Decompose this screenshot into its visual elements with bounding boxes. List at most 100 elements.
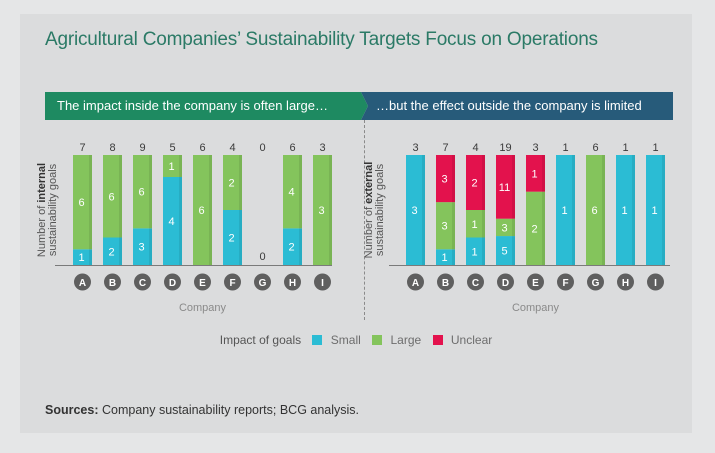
ylabel-line2-external: sustainability goals	[374, 163, 386, 256]
company-badge-external-G	[587, 273, 604, 291]
bar-external-F-small	[556, 155, 575, 265]
chart-card: Agricultural Companies’ Sustainability T…	[20, 14, 692, 433]
bar-shade-external-E-large	[542, 191, 545, 265]
bar-shade-internal-E-large	[209, 155, 212, 265]
ylabel-external: Number of external	[363, 162, 375, 259]
total-label-external-E: 3	[532, 142, 538, 154]
company-label-external-B: B	[442, 278, 449, 289]
company-label-external-D: D	[502, 278, 509, 289]
bar-internal-C-small	[133, 228, 152, 265]
sources-text: Company sustainability reports; BCG anal…	[101, 403, 360, 417]
segment-label-internal-A-small: 1	[78, 252, 84, 264]
total-label-internal-E: 6	[199, 142, 205, 154]
segment-label-external-I-small: 1	[651, 205, 657, 217]
total-label-internal-I: 3	[319, 142, 325, 154]
banner-internal-text: The impact inside the company is often l…	[57, 98, 328, 113]
company-badge-internal-B	[104, 273, 121, 291]
company-badge-internal-G	[254, 273, 271, 291]
segment-label-external-C-unclear: 2	[471, 178, 477, 190]
segment-label-external-C-small: 1	[471, 246, 477, 258]
bar-shade-internal-H-small	[299, 228, 302, 265]
company-label-internal-I: I	[321, 278, 324, 289]
legend-label-unclear: Unclear	[450, 332, 493, 347]
chart-title: Agricultural Companies’ Sustainability T…	[45, 29, 598, 50]
bar-shade-internal-C-large	[149, 155, 152, 229]
company-label-internal-G: G	[259, 278, 267, 289]
company-badge-internal-C	[134, 273, 151, 291]
segment-label-external-F-small: 1	[561, 205, 567, 217]
total-label-external-I: 1	[652, 142, 658, 154]
bar-internal-A-large	[73, 155, 92, 250]
company-badge-internal-A	[74, 273, 91, 291]
bar-shade-internal-B-small	[119, 237, 122, 265]
total-label-internal-H: 6	[289, 142, 295, 154]
bar-shade-external-D-unclear	[512, 155, 515, 219]
bar-shade-internal-D-small	[179, 177, 182, 265]
total-label-internal-G: 0	[259, 142, 265, 154]
sources-note: Sources: Company sustainability reports;…	[45, 403, 359, 417]
sources-label: Sources:	[45, 403, 99, 417]
segment-label-internal-D-large: 1	[168, 161, 174, 173]
bar-external-D-unclear	[496, 155, 515, 219]
segment-label-internal-F-small: 2	[228, 233, 234, 245]
company-label-external-F: F	[562, 278, 568, 289]
company-badge-internal-H	[284, 273, 301, 291]
legend-swatch-unclear	[432, 334, 443, 345]
bar-shade-internal-I-large	[329, 155, 332, 265]
bar-shade-external-F-small	[572, 155, 575, 265]
company-label-internal-D: D	[169, 278, 176, 289]
segment-label-internal-I-large: 3	[318, 205, 324, 217]
segment-label-internal-H-large: 4	[288, 187, 294, 199]
bar-shade-external-B-small	[452, 249, 455, 265]
bar-internal-F-large	[223, 155, 242, 210]
bar-internal-H-small	[283, 228, 302, 265]
bar-shade-external-E-unclear	[542, 155, 545, 192]
legend-swatch-small	[312, 334, 323, 345]
segment-label-external-D-large: 3	[501, 222, 507, 234]
segment-label-internal-H-small: 2	[288, 242, 294, 254]
segment-label-external-H-small: 1	[621, 205, 627, 217]
bar-internal-C-large	[133, 155, 152, 229]
bar-shade-external-A-small	[422, 155, 425, 265]
bar-external-H-small	[616, 155, 635, 265]
company-label-internal-A: A	[79, 278, 86, 289]
legend-label-large: Large	[390, 332, 422, 347]
bar-shade-internal-C-small	[149, 228, 152, 265]
total-label-external-D: 19	[499, 142, 511, 154]
bar-shade-internal-D-large	[179, 155, 182, 177]
segment-label-internal-B-large: 6	[108, 191, 114, 203]
bar-internal-E-large	[193, 155, 212, 265]
bar-shade-internal-F-large	[239, 155, 242, 210]
bar-external-D-small	[496, 236, 515, 265]
total-label-internal-B: 8	[109, 142, 115, 154]
total-label-internal-D: 5	[169, 142, 175, 154]
banner-external-text: …but the effect outside the company is l…	[376, 98, 642, 113]
bar-external-B-large	[436, 202, 455, 250]
bar-internal-H-large	[283, 155, 302, 229]
segment-label-internal-A-large: 6	[78, 197, 84, 209]
total-label-internal-F: 4	[229, 142, 235, 154]
bar-internal-D-small	[163, 177, 182, 265]
bar-external-B-unclear	[436, 155, 455, 203]
segment-label-external-D-unclear: 11	[499, 182, 510, 194]
segment-label-internal-F-large: 2	[228, 178, 234, 190]
legend: Impact of goals Small Large Unclear	[20, 332, 692, 347]
company-label-internal-B: B	[109, 278, 116, 289]
panel-divider	[364, 120, 365, 320]
bar-shade-external-D-large	[512, 218, 515, 237]
bar-shade-external-I-small	[662, 155, 665, 265]
legend-label-small: Small	[330, 332, 361, 347]
company-badge-external-A	[407, 273, 424, 291]
company-badge-internal-E	[194, 273, 211, 291]
bar-external-I-small	[646, 155, 665, 265]
bar-shade-external-D-small	[512, 236, 515, 265]
bar-shade-internal-B-large	[119, 155, 122, 238]
bar-external-G-large	[586, 155, 605, 265]
company-label-external-H: H	[622, 278, 629, 289]
total-label-external-G: 6	[592, 142, 598, 154]
company-label-external-C: C	[472, 278, 479, 289]
bar-external-C-unclear	[466, 155, 485, 210]
bar-internal-A-small	[73, 249, 92, 265]
company-label-internal-H: H	[289, 278, 296, 289]
xlabel-internal: Company	[179, 302, 227, 314]
